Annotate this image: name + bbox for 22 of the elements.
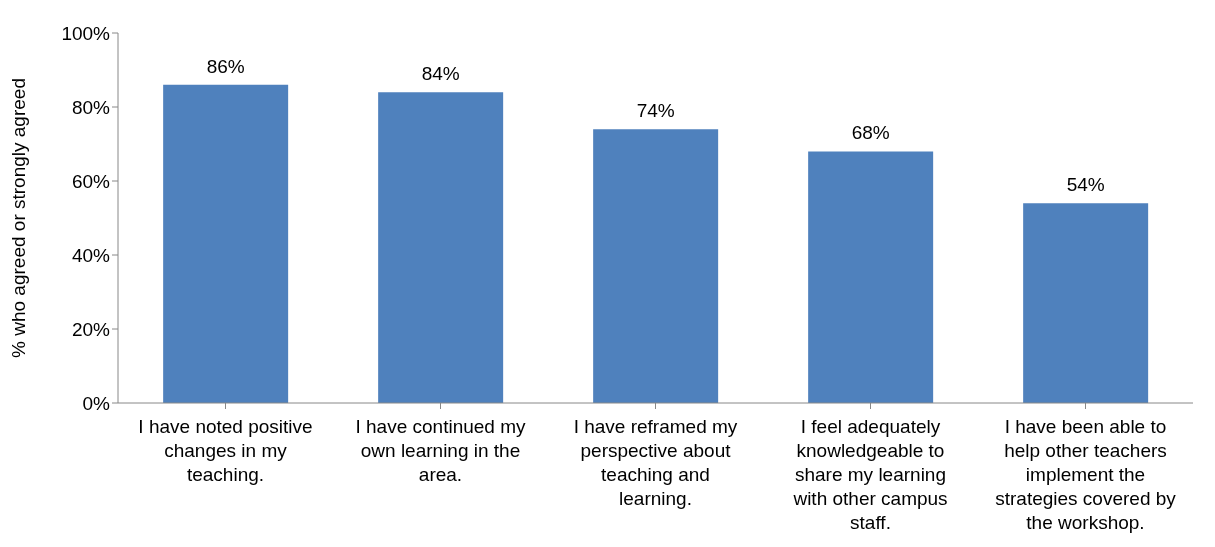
y-tick-label: 80% (71, 96, 111, 118)
x-tick-label: I feel adequately knowledgeable to share my learning with other campus staff. (792, 416, 948, 533)
bar (378, 92, 504, 403)
data-label: 68% (851, 122, 890, 144)
x-tick-label: I have noted positive changes in my teaching. (138, 416, 313, 485)
data-label: 74% (636, 100, 675, 122)
y-tick-label: 0% (82, 392, 111, 414)
bar (163, 84, 289, 403)
data-label: 84% (421, 63, 460, 85)
y-tick-label: 20% (71, 318, 111, 340)
bar (1023, 203, 1149, 403)
x-tick-label: I have continued my own learning in the area. (355, 416, 527, 485)
data-label: 86% (206, 55, 245, 77)
y-tick-label: 40% (71, 244, 111, 266)
bar (808, 151, 934, 403)
x-tick-label: I have been able to help other teachers implement the strategies covered by the workshop. (995, 416, 1177, 533)
y-tick-label: 100% (61, 22, 111, 44)
y-tick-label: 60% (71, 170, 111, 192)
bar (593, 129, 719, 403)
data-label: 54% (1066, 174, 1105, 196)
x-tick-label: I have reframed my perspective about teaching and learning. (573, 416, 738, 509)
y-axis-title: % who agreed or strongly agreed (7, 78, 29, 358)
